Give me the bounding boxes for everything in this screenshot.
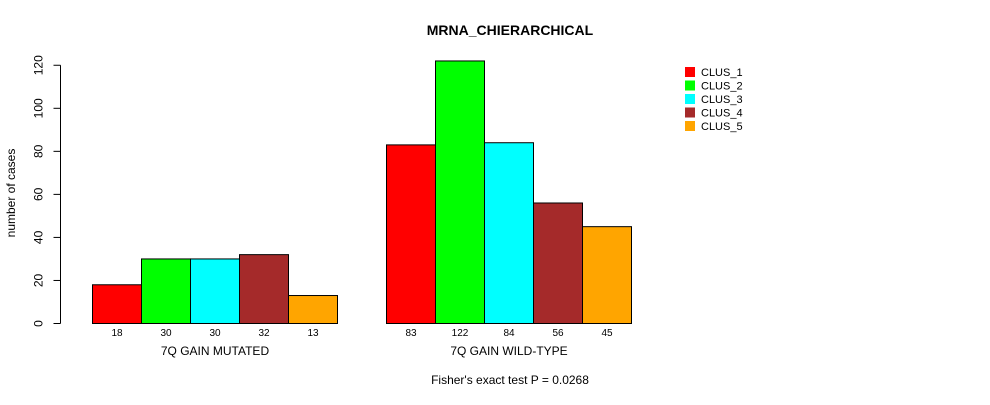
bar-count-label: 30 <box>160 328 172 339</box>
legend-label: CLUS_2 <box>701 81 743 93</box>
bar-clus-2 <box>435 60 485 325</box>
bars-group <box>92 60 632 325</box>
y-tick-label: 20 <box>32 273 46 287</box>
legend-swatch <box>685 107 695 118</box>
x-category-label: 7Q GAIN WILD-TYPE <box>450 344 567 358</box>
legend-label: CLUS_4 <box>701 108 743 120</box>
y-axis-label: number of cases <box>4 149 18 238</box>
bar-count-label: 83 <box>405 328 417 339</box>
legend-label: CLUS_3 <box>701 94 743 106</box>
y-tick-label: 0 <box>32 320 46 327</box>
chart-title: MRNA_CHIERARCHICAL <box>427 22 594 38</box>
bar-count-label: 13 <box>307 328 319 339</box>
legend-swatch <box>685 67 695 77</box>
count-labels-group: 18 30 30 32 13 83 122 84 56 45 <box>111 328 613 339</box>
bar-count-label: 122 <box>452 328 469 339</box>
bar-count-label: 84 <box>503 328 515 339</box>
bar-clus-2 <box>141 258 191 324</box>
fisher-test-footnote: Fisher's exact test P = 0.0268 <box>431 373 589 387</box>
bar-count-label: 30 <box>209 328 221 339</box>
bar-clus-3 <box>484 142 534 324</box>
legend-swatch <box>685 80 695 91</box>
x-category-label: 7Q GAIN MUTATED <box>161 344 270 358</box>
bar-count-label: 45 <box>601 328 613 339</box>
bar-clus-3 <box>190 258 240 324</box>
bar-clus-5 <box>288 295 338 324</box>
bar-clus-1 <box>386 144 436 324</box>
group-labels-group: 7Q GAIN MUTATED 7Q GAIN WILD-TYPE <box>161 344 568 358</box>
legend-label: CLUS_1 <box>701 67 743 79</box>
bar-count-label: 56 <box>552 328 564 339</box>
y-tick-label: 100 <box>32 98 46 118</box>
legend-label: CLUS_5 <box>701 121 743 133</box>
y-axis: 0 20 40 60 80 100 120 <box>32 55 61 327</box>
y-tick-label: 120 <box>32 55 46 75</box>
bar-count-label: 32 <box>258 328 270 339</box>
bar-clus-4 <box>239 254 289 324</box>
legend-swatch <box>685 121 695 131</box>
legend-swatch <box>685 94 695 104</box>
bar-clus-1 <box>92 284 142 325</box>
bar-clus-5 <box>582 226 632 324</box>
bar-count-label: 18 <box>111 328 123 339</box>
bar-clus-4 <box>533 202 583 325</box>
y-tick-label: 80 <box>32 144 46 158</box>
y-tick-label: 60 <box>32 187 46 201</box>
y-tick-label: 40 <box>32 230 46 244</box>
